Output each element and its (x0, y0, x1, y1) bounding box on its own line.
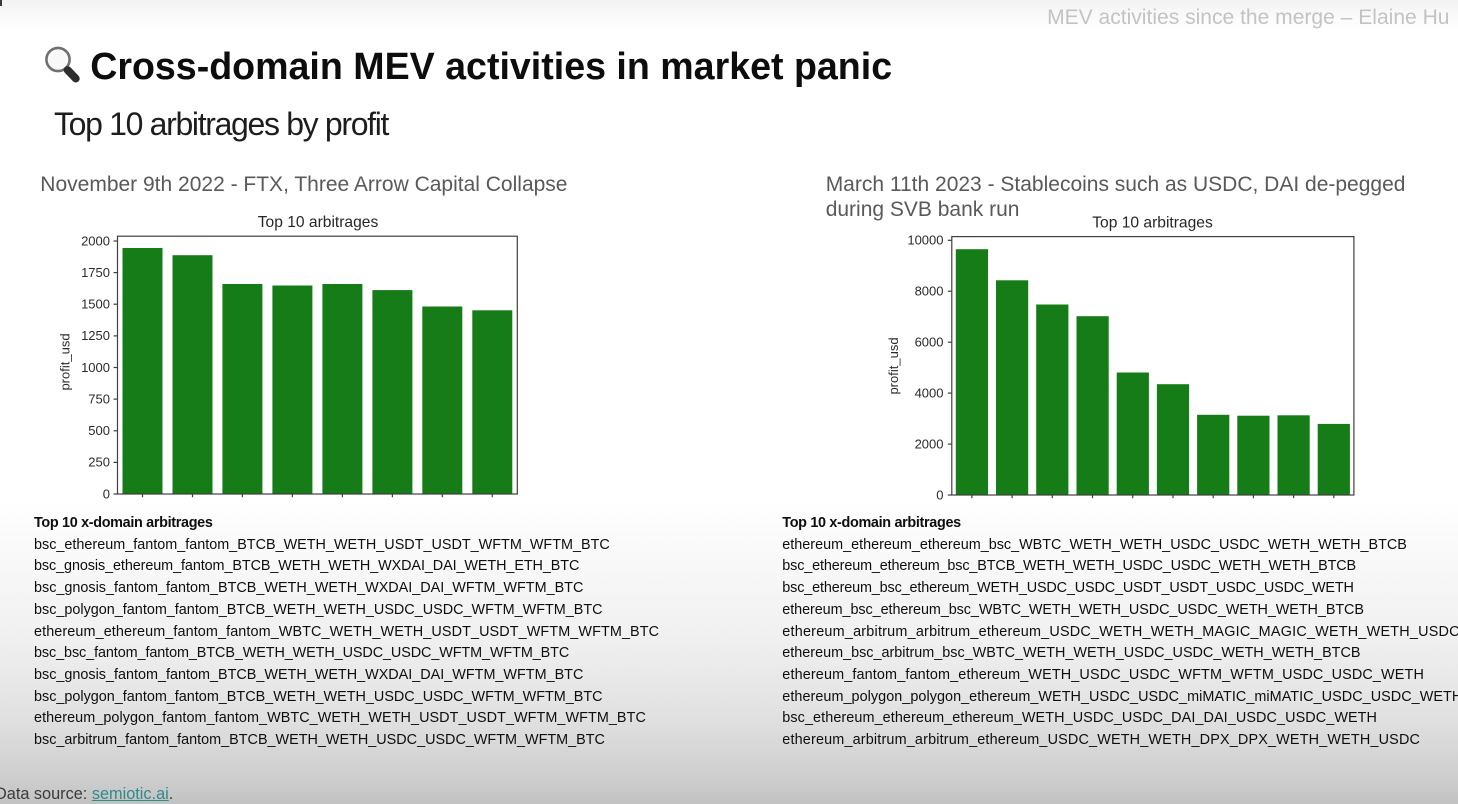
svg-text:0: 0 (103, 486, 110, 501)
svg-text:1000: 1000 (81, 360, 110, 375)
svg-text:1750: 1750 (81, 265, 110, 280)
svg-text:Top 10 arbitrages: Top 10 arbitrages (1092, 215, 1213, 232)
svg-text:1250: 1250 (81, 328, 110, 343)
svg-text:profit_usd: profit_usd (60, 333, 73, 390)
svg-text:Top 10 arbitrages: Top 10 arbitrages (258, 214, 379, 231)
svg-text:6000: 6000 (915, 335, 944, 350)
svg-text:8000: 8000 (915, 284, 944, 299)
svg-text:750: 750 (88, 391, 110, 406)
svg-text:250: 250 (88, 455, 110, 470)
svg-text:2000: 2000 (915, 436, 944, 451)
svg-text:4000: 4000 (915, 385, 944, 400)
svg-text:1500: 1500 (81, 297, 110, 312)
svg-text:500: 500 (88, 423, 110, 438)
svg-text:10000: 10000 (907, 233, 943, 248)
svg-text:0: 0 (936, 487, 943, 502)
svg-text:profit_usd: profit_usd (886, 337, 901, 394)
svg-text:2000: 2000 (81, 233, 110, 248)
